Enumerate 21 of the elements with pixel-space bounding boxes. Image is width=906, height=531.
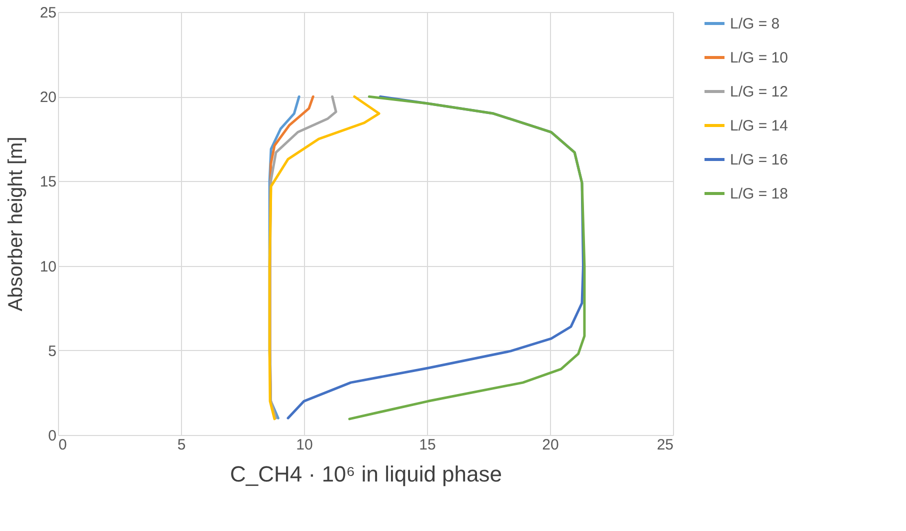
x-tick-label: 5	[177, 436, 186, 454]
x-tick-label: 20	[542, 436, 559, 454]
legend-label: L/G = 18	[730, 186, 788, 202]
legend-label: L/G = 10	[730, 50, 788, 66]
line-series	[268, 95, 380, 420]
x-tick-label: 25	[656, 436, 674, 454]
x-tick-label: 10	[296, 436, 313, 454]
legend-label: L/G = 8	[730, 16, 780, 32]
line-series	[348, 95, 586, 420]
y-tick-label: 15	[40, 174, 56, 191]
x-axis-title: C_CH4 · 10⁶ in liquid phase	[230, 462, 502, 486]
y-tick-label: 5	[48, 342, 56, 360]
y-tick-label: 10	[40, 258, 56, 276]
x-tick-label: 15	[419, 436, 436, 454]
y-tick-label: 20	[40, 89, 56, 106]
x-tick-label: 0	[58, 436, 67, 454]
y-axis-title: Absorber height [m]	[4, 136, 27, 312]
y-tick-label: 25	[40, 4, 56, 22]
legend-label: L/G = 16	[730, 152, 788, 168]
legend-label: L/G = 12	[730, 84, 788, 100]
legend-label: L/G = 14	[730, 118, 788, 134]
